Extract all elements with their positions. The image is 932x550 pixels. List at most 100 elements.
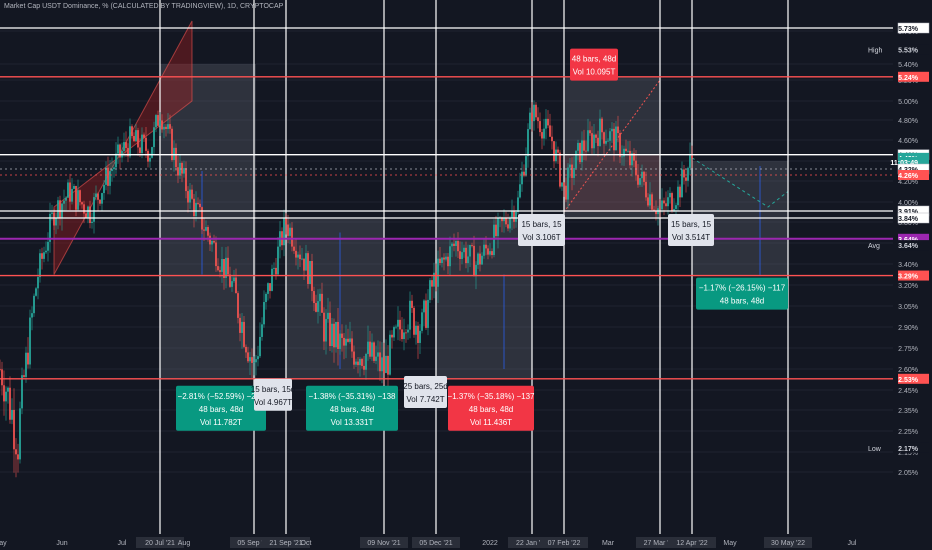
candle-body	[529, 112, 531, 130]
candle-body	[139, 147, 141, 154]
candle-body	[233, 277, 235, 282]
candle-body	[681, 169, 683, 198]
candle-body	[623, 148, 625, 157]
candle-body	[209, 235, 211, 245]
candle-body	[3, 385, 5, 402]
y-tick-label: 2.60%	[898, 367, 918, 374]
candle-body	[205, 227, 207, 231]
x-tick-label: May	[0, 540, 7, 547]
candle-body	[157, 115, 159, 126]
candle-body	[27, 352, 29, 365]
candle-body	[483, 244, 485, 256]
candle-body	[125, 142, 127, 148]
candle-body	[127, 147, 129, 157]
candle-body	[509, 218, 511, 229]
candle-body	[57, 200, 59, 218]
price-label-name: Low	[868, 446, 882, 453]
candle-body	[401, 329, 403, 340]
price-label-bg	[898, 233, 929, 244]
candle-body	[31, 313, 33, 318]
candle-body	[173, 147, 175, 161]
candle-body	[93, 197, 95, 222]
candle-body	[487, 248, 489, 255]
y-axis: 5.70%5.40%5.20%5.00%4.80%4.60%4.40%4.20%…	[868, 0, 932, 550]
price-label: 3.29%	[898, 274, 919, 281]
candle-body	[159, 120, 161, 126]
candle-body	[223, 258, 225, 278]
price-label-bg	[898, 442, 929, 453]
annotation-text-small3: 15 bars, 15	[521, 220, 562, 229]
candle-body	[89, 206, 91, 223]
candle-body	[589, 130, 591, 134]
candle-body	[559, 152, 561, 187]
candle-body	[9, 387, 11, 420]
annotation-text-box2: Vol 13.331T	[331, 418, 374, 427]
candle-body	[537, 117, 539, 122]
candle-body	[343, 337, 345, 346]
candle-body	[0, 369, 1, 370]
annotation-box-box4	[570, 48, 618, 81]
candle-body	[513, 210, 515, 222]
y-tick-label: 2.25%	[898, 429, 918, 436]
candle-body	[41, 253, 43, 259]
annotation-box-box3	[448, 385, 534, 431]
candle-body	[257, 356, 259, 360]
candle-body	[661, 200, 663, 210]
candle-body	[309, 261, 311, 284]
candle-body	[541, 132, 543, 139]
candle-body	[525, 156, 527, 176]
candle-body	[35, 288, 37, 296]
candle-body	[213, 240, 215, 243]
candle-body	[299, 254, 301, 260]
chart-title: Market Cap USDT Dominance, % (CALCULATED…	[4, 3, 284, 10]
x-tick-label: 07 Feb '22	[548, 540, 581, 547]
y-tick-label: 4.80%	[898, 118, 918, 125]
candle-body	[141, 134, 143, 154]
candle-body	[505, 217, 507, 225]
candle-body	[195, 202, 197, 217]
annotation-text-small1: Vol 4.967T	[254, 398, 292, 407]
candle-body	[411, 300, 413, 308]
drawing-zones	[53, 0, 789, 534]
x-tick-label: Jun	[56, 540, 67, 547]
annotation-text-box2: 48 bars, 48d	[330, 405, 374, 414]
annotation-text-small4: Vol 3.514T	[672, 233, 710, 242]
candle-body	[429, 280, 431, 300]
candle-body	[75, 185, 77, 210]
candle-body	[643, 171, 645, 182]
price-label-bg	[898, 373, 929, 384]
candle-body	[535, 104, 537, 118]
annotation-text-box3: −1.37% (−35.18%) −137	[448, 392, 536, 401]
price-label-bg	[898, 71, 929, 82]
y-tick-label: 5.00%	[898, 99, 918, 106]
candle-body	[417, 325, 419, 343]
annotation-text-box2: −1.38% (−35.31%) −138	[309, 392, 397, 401]
x-marker-bg	[764, 537, 812, 548]
candle-body	[39, 253, 41, 278]
y-tick-label: 4.00%	[898, 200, 918, 207]
candle-body	[419, 330, 421, 343]
candle-body	[79, 190, 81, 203]
candle-body	[611, 128, 613, 132]
candle-body	[459, 251, 461, 259]
candle-body	[171, 128, 173, 161]
candle-body	[165, 126, 167, 129]
candle-body	[303, 258, 305, 271]
annotation-text-box4: Vol 10.095T	[573, 68, 616, 77]
candle-body	[381, 357, 383, 372]
candle-body	[573, 168, 575, 178]
candle-body	[83, 204, 85, 214]
candle-body	[117, 144, 119, 154]
candle-body	[45, 250, 47, 253]
candle-body	[81, 202, 83, 205]
candle-body	[569, 164, 571, 168]
candle-body	[203, 229, 205, 231]
y-tick-label: 3.80%	[898, 220, 918, 227]
candle-body	[583, 140, 585, 151]
candle-body	[135, 130, 137, 142]
candle-body	[275, 267, 277, 275]
candle-body	[679, 186, 681, 198]
candle-body	[389, 334, 391, 375]
candle-body	[97, 193, 99, 200]
